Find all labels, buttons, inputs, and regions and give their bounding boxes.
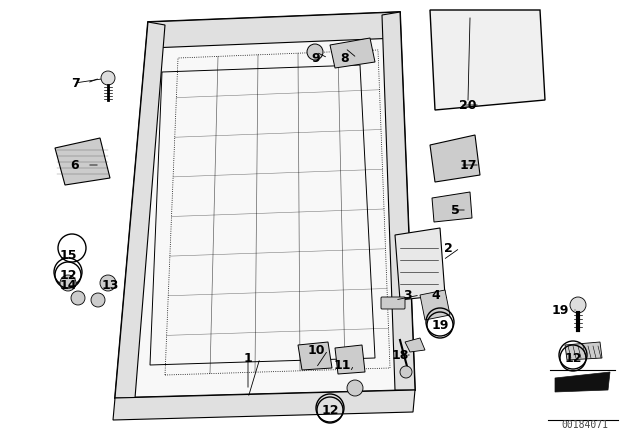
- Text: 11: 11: [333, 358, 351, 371]
- FancyBboxPatch shape: [381, 297, 405, 309]
- Text: 00184071: 00184071: [561, 420, 609, 430]
- Circle shape: [60, 275, 76, 291]
- Circle shape: [400, 366, 412, 378]
- Text: 12: 12: [60, 268, 77, 281]
- Text: 9: 9: [312, 52, 320, 65]
- Circle shape: [101, 71, 115, 85]
- Text: 3: 3: [404, 289, 412, 302]
- Polygon shape: [148, 12, 400, 48]
- Text: 19: 19: [551, 303, 569, 316]
- Text: 6: 6: [70, 159, 79, 172]
- Text: 8: 8: [340, 52, 349, 65]
- Text: 2: 2: [444, 241, 452, 254]
- Circle shape: [347, 380, 363, 396]
- Polygon shape: [382, 12, 415, 390]
- Circle shape: [570, 297, 586, 313]
- Polygon shape: [395, 228, 445, 300]
- Text: 7: 7: [70, 77, 79, 90]
- Text: 18: 18: [391, 349, 409, 362]
- Polygon shape: [565, 342, 602, 360]
- Polygon shape: [432, 192, 472, 222]
- Text: 1: 1: [244, 352, 252, 365]
- Text: 10: 10: [307, 344, 324, 357]
- Polygon shape: [298, 342, 332, 370]
- Text: 12: 12: [321, 404, 339, 417]
- Polygon shape: [115, 12, 415, 398]
- Polygon shape: [113, 390, 415, 420]
- Circle shape: [307, 44, 323, 60]
- Polygon shape: [430, 135, 480, 182]
- Text: 17: 17: [460, 159, 477, 172]
- Polygon shape: [115, 22, 165, 398]
- Circle shape: [91, 293, 105, 307]
- Text: 20: 20: [460, 99, 477, 112]
- Circle shape: [100, 275, 116, 291]
- Polygon shape: [430, 10, 545, 110]
- Circle shape: [71, 291, 85, 305]
- Text: 14: 14: [60, 279, 77, 292]
- Polygon shape: [335, 345, 365, 374]
- Text: 15: 15: [60, 249, 77, 262]
- Polygon shape: [555, 372, 610, 392]
- Text: 4: 4: [431, 289, 440, 302]
- Polygon shape: [420, 290, 450, 320]
- Text: 13: 13: [101, 279, 118, 292]
- Text: 12: 12: [564, 352, 582, 365]
- Text: 5: 5: [451, 203, 460, 216]
- Polygon shape: [330, 38, 375, 68]
- Polygon shape: [55, 138, 110, 185]
- Polygon shape: [405, 338, 425, 352]
- Text: 19: 19: [431, 319, 449, 332]
